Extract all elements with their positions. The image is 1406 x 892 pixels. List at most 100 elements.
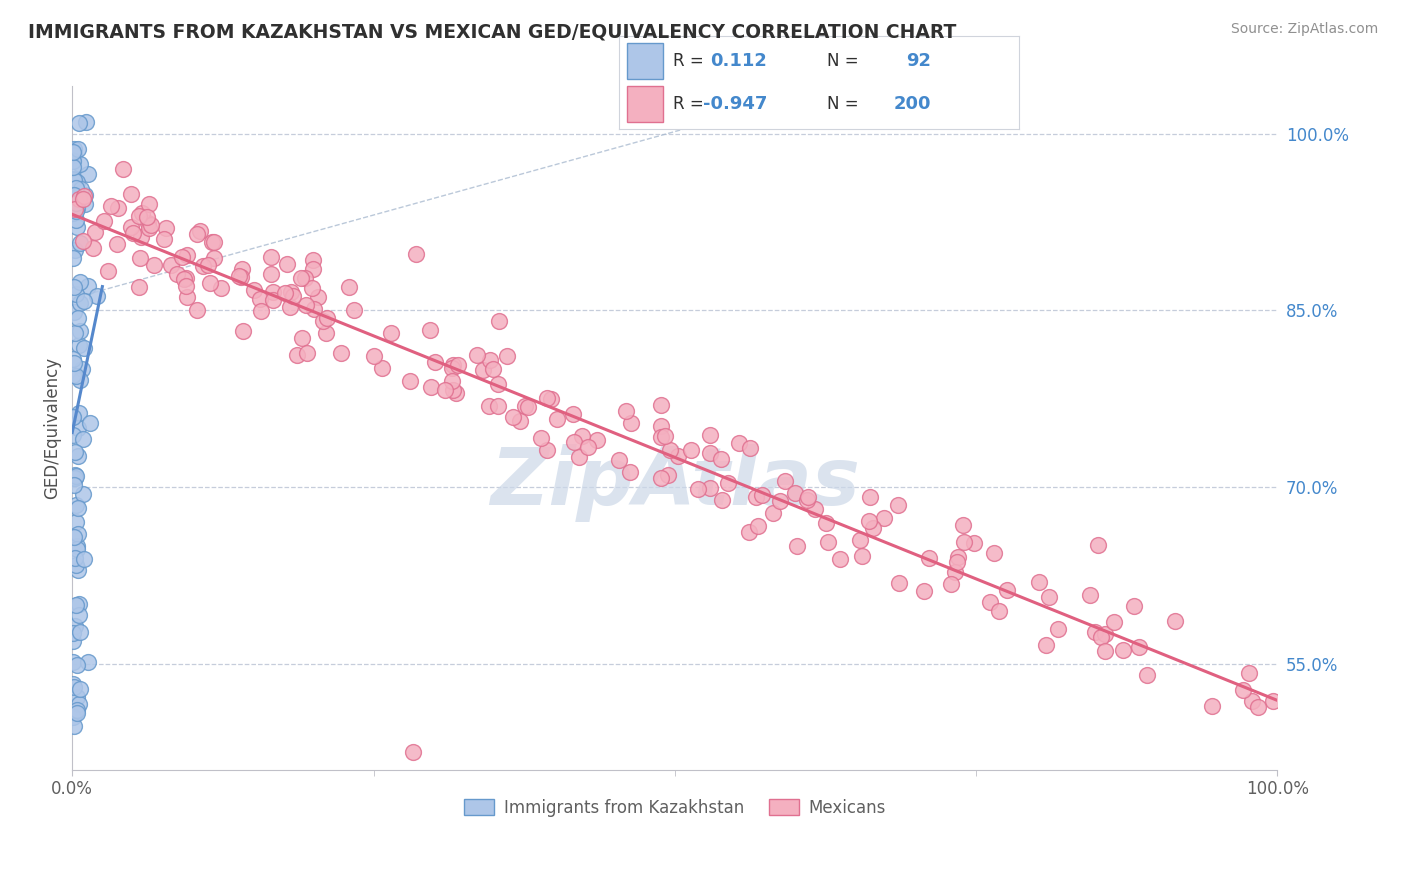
- Point: [666, 449, 689, 463]
- Point: [136, 210, 159, 224]
- Point: [153, 232, 176, 246]
- Point: [77, 279, 100, 293]
- Point: [262, 285, 284, 300]
- Point: [567, 450, 589, 465]
- Point: [142, 258, 165, 272]
- Point: [530, 431, 553, 445]
- Point: [797, 490, 820, 504]
- Bar: [627, 43, 662, 78]
- Point: [785, 485, 807, 500]
- Point: [281, 289, 304, 303]
- Point: [65, 202, 87, 216]
- Point: [851, 549, 873, 563]
- Point: [66, 421, 89, 435]
- Text: ZipAtlas: ZipAtlas: [489, 444, 860, 522]
- Point: [62, 634, 84, 648]
- Point: [727, 436, 749, 450]
- Point: [1232, 682, 1254, 697]
- Point: [67, 597, 90, 611]
- Point: [540, 392, 562, 406]
- Point: [63, 471, 86, 485]
- Point: [120, 186, 142, 201]
- Point: [873, 511, 896, 525]
- Point: [546, 412, 568, 426]
- Point: [63, 530, 86, 544]
- Point: [231, 261, 253, 276]
- Point: [1247, 700, 1270, 714]
- Point: [176, 290, 198, 304]
- Point: [62, 428, 84, 442]
- Point: [69, 324, 91, 338]
- Point: [488, 400, 510, 414]
- Point: [62, 626, 84, 640]
- Point: [1104, 615, 1126, 629]
- Point: [304, 302, 326, 317]
- Point: [128, 279, 150, 293]
- Text: N =: N =: [827, 52, 859, 70]
- Point: [66, 142, 89, 156]
- Point: [343, 303, 366, 318]
- Point: [330, 346, 353, 360]
- Point: [200, 235, 222, 250]
- Point: [1038, 590, 1060, 604]
- Point: [63, 618, 86, 632]
- Point: [136, 216, 159, 230]
- Point: [105, 236, 128, 251]
- Point: [62, 172, 84, 186]
- Point: [699, 481, 721, 495]
- Point: [561, 407, 583, 421]
- Point: [67, 338, 90, 352]
- Point: [62, 409, 84, 424]
- Point: [128, 209, 150, 223]
- Point: [100, 199, 122, 213]
- Point: [67, 192, 90, 206]
- Point: [65, 498, 87, 512]
- Point: [316, 310, 339, 325]
- Point: [69, 682, 91, 697]
- Point: [62, 471, 84, 485]
- Point: [67, 311, 90, 326]
- Point: [747, 519, 769, 533]
- Point: [1090, 630, 1112, 644]
- Text: N =: N =: [827, 95, 859, 113]
- Point: [1028, 575, 1050, 590]
- Point: [1047, 622, 1070, 636]
- Text: 92: 92: [907, 52, 931, 70]
- Point: [294, 271, 316, 285]
- Point: [817, 535, 839, 549]
- Point: [1263, 694, 1285, 708]
- Point: [371, 360, 394, 375]
- Point: [62, 478, 84, 492]
- Point: [828, 552, 851, 566]
- Point: [232, 324, 254, 338]
- Point: [815, 516, 838, 531]
- Point: [66, 175, 89, 189]
- Point: [70, 362, 93, 376]
- Point: [433, 383, 456, 397]
- Point: [478, 353, 501, 368]
- Point: [62, 145, 84, 159]
- Point: [446, 385, 468, 400]
- Point: [849, 533, 872, 547]
- Point: [77, 167, 100, 181]
- Point: [912, 584, 935, 599]
- Point: [260, 267, 283, 281]
- Point: [1164, 615, 1187, 629]
- Point: [804, 502, 827, 516]
- Point: [363, 349, 385, 363]
- Bar: [627, 87, 662, 122]
- Point: [946, 550, 969, 565]
- Legend: Immigrants from Kazakhstan, Mexicans: Immigrants from Kazakhstan, Mexicans: [457, 792, 893, 823]
- Point: [86, 289, 108, 303]
- Point: [66, 201, 89, 215]
- Point: [657, 468, 679, 483]
- Point: [67, 407, 90, 421]
- Point: [63, 356, 86, 370]
- Y-axis label: GED/Equivalency: GED/Equivalency: [44, 357, 60, 500]
- Point: [294, 298, 316, 312]
- Point: [243, 283, 266, 297]
- Point: [62, 279, 84, 293]
- Point: [686, 482, 709, 496]
- Point: [1237, 666, 1260, 681]
- Point: [441, 374, 464, 388]
